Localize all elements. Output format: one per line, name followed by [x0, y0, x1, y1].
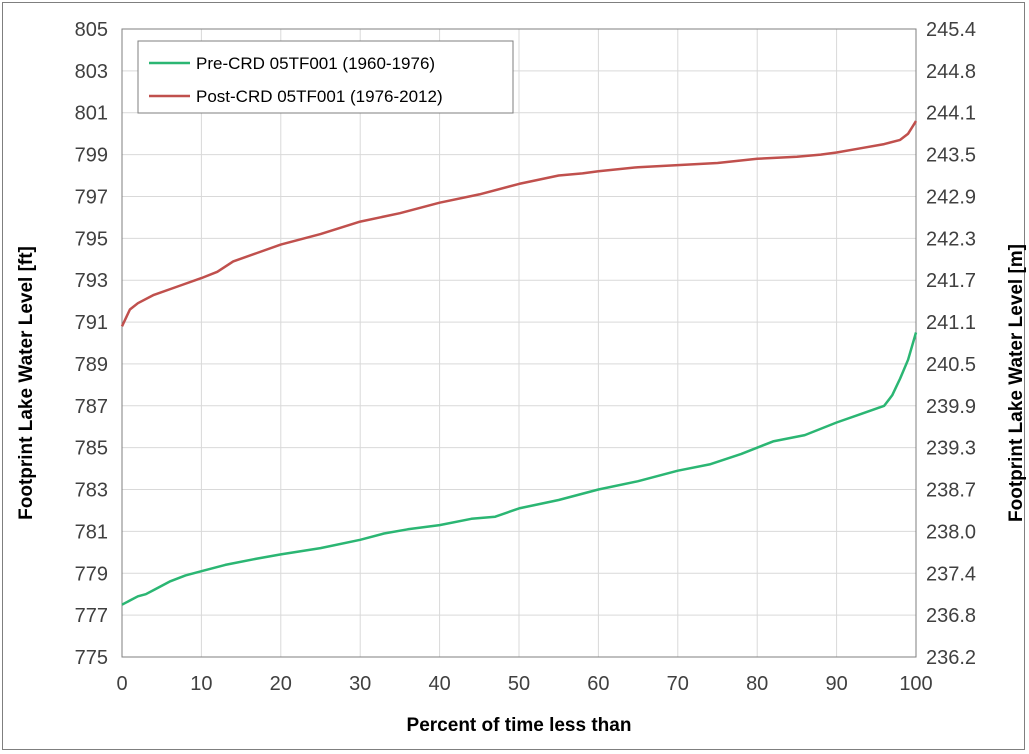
x-tick-label: 100 — [899, 673, 932, 695]
y-tick-label: 793 — [75, 270, 108, 292]
y2-tick-label: 240.5 — [926, 354, 976, 376]
x-tick-label: 80 — [746, 673, 768, 695]
y2-tick-label: 239.9 — [926, 396, 976, 418]
series-line-0 — [121, 332, 918, 606]
y-axis-title: Footprint Lake Water Level [ft] — [16, 246, 37, 520]
y-tick-label: 803 — [75, 61, 108, 83]
legend-label-post-crd: Post-CRD 05TF001 (1976-2012) — [196, 87, 443, 106]
y2-tick-label: 242.3 — [926, 228, 976, 250]
y2-tick-label: 236.8 — [926, 605, 976, 627]
y2-tick-label: 244.8 — [926, 61, 976, 83]
x-axis: 0 10 20 30 40 50 60 70 80 90 100 — [116, 673, 932, 695]
x-tick-label: 0 — [116, 673, 127, 695]
y-tick-label: 775 — [75, 647, 108, 669]
y2-tick-label: 239.3 — [926, 438, 976, 460]
x-axis-title: Percent of time less than — [407, 715, 632, 736]
y-tick-label: 795 — [75, 228, 108, 250]
y-tick-label: 781 — [75, 521, 108, 543]
y-tick-label: 791 — [75, 312, 108, 334]
y2-tick-label: 245.4 — [926, 19, 976, 41]
x-tick-label: 40 — [428, 673, 450, 695]
y2-tick-label: 238.0 — [926, 521, 976, 543]
y2-axis-title: Footprint Lake Water Level [m] — [1006, 244, 1027, 522]
y-tick-label: 789 — [75, 354, 108, 376]
x-tick-label: 50 — [508, 673, 530, 695]
y2-tick-label: 238.7 — [926, 480, 976, 502]
x-tick-label: 60 — [587, 673, 609, 695]
y-tick-label: 787 — [75, 396, 108, 418]
y-tick-label: 785 — [75, 438, 108, 460]
plot-area — [121, 28, 917, 658]
y-tick-label: 779 — [75, 563, 108, 585]
x-tick-label: 30 — [349, 673, 371, 695]
y2-tick-label: 244.1 — [926, 103, 976, 125]
legend: Pre-CRD 05TF001 (1960-1976) Post-CRD 05T… — [137, 40, 514, 114]
y-tick-label: 783 — [75, 480, 108, 502]
x-tick-label: 90 — [825, 673, 847, 695]
legend-box — [137, 40, 514, 114]
series-line-1 — [120, 120, 918, 327]
y2-tick-label: 241.1 — [926, 312, 976, 334]
series-lines — [120, 120, 918, 606]
y-tick-label: 777 — [75, 605, 108, 627]
y2-tick-label: 237.4 — [926, 563, 976, 585]
y-tick-label: 801 — [75, 103, 108, 125]
y-tick-label: 799 — [75, 145, 108, 167]
y-tick-label: 797 — [75, 186, 108, 208]
legend-label-pre-crd: Pre-CRD 05TF001 (1960-1976) — [196, 54, 435, 73]
y-axis-right: 236.2 236.8 237.4 238.0 238.7 239.3 239.9 240.5… — [926, 19, 976, 669]
y-tick-label: 805 — [75, 19, 108, 41]
y2-tick-label: 236.2 — [926, 647, 976, 669]
x-tick-label: 70 — [667, 673, 689, 695]
x-tick-label: 10 — [190, 673, 212, 695]
y2-tick-label: 242.9 — [926, 186, 976, 208]
y-axis-left: 775 777 779 781 783 785 787 789 791 793 795 797 799 8… — [75, 19, 108, 669]
x-tick-label: 20 — [270, 673, 292, 695]
y2-tick-label: 243.5 — [926, 145, 976, 167]
y2-tick-label: 241.7 — [926, 270, 976, 292]
